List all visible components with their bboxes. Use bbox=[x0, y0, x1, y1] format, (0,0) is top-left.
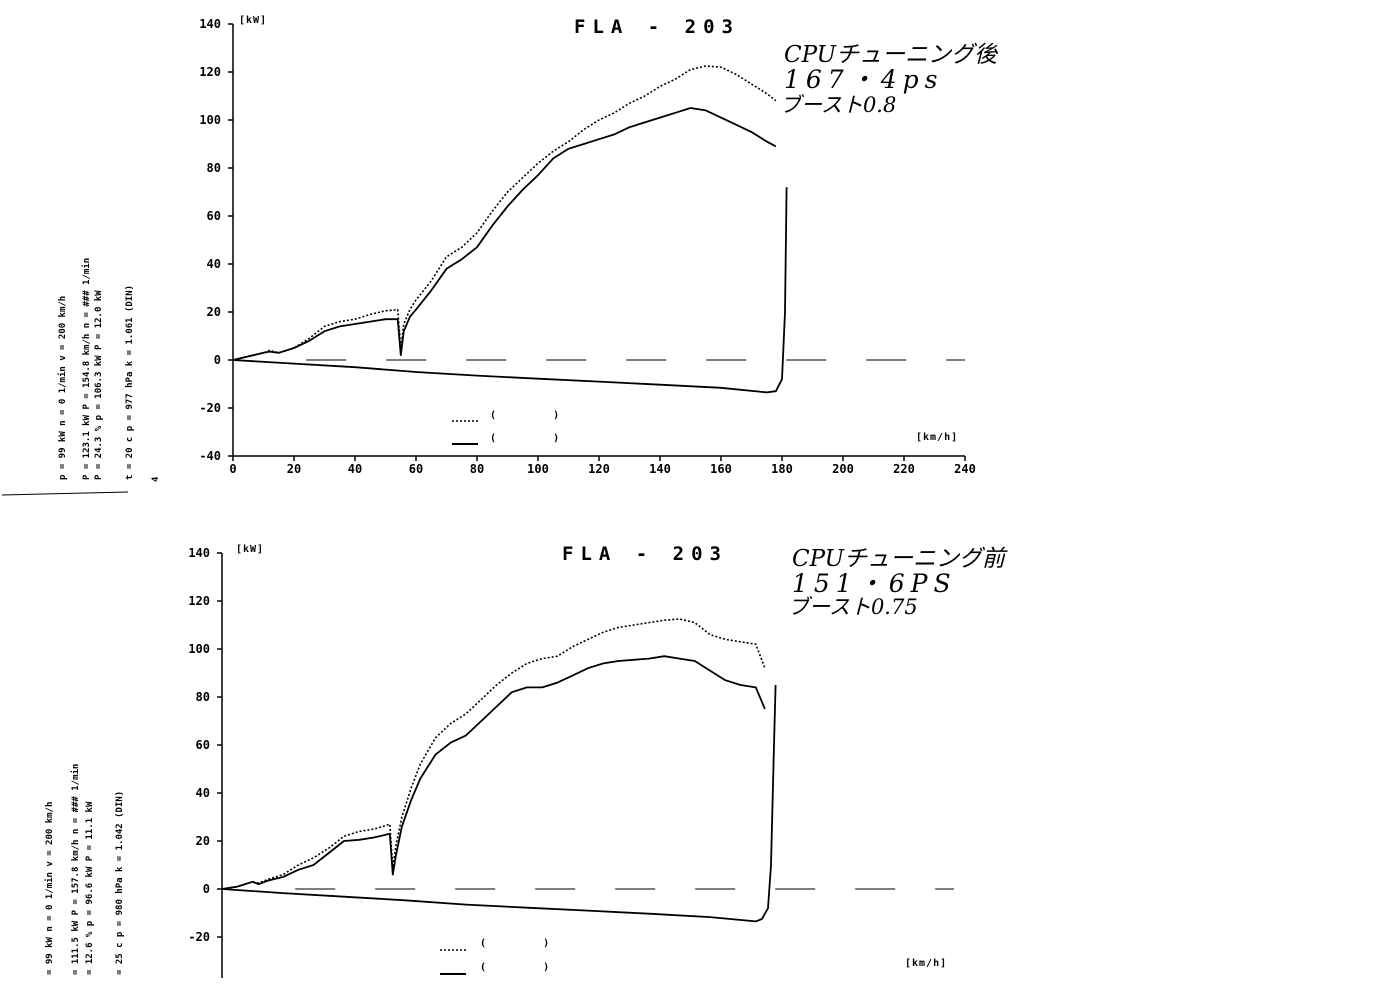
chart-2-x-unit: [km/h] bbox=[905, 958, 947, 969]
chart-2-title: FLA - 203 bbox=[562, 543, 728, 565]
chart-2-annotation-line-2: 151・6PS bbox=[792, 569, 957, 598]
chart-2-side-info: = 99 kW n = 0 1/min v = 200 km/h = 111.5… bbox=[44, 764, 125, 975]
chart-1-y-tick: 60 bbox=[207, 209, 221, 223]
chart-1-annotation-line-1: CPUチューニング後 bbox=[784, 42, 999, 68]
chart-2-side-row-4: = 25 c p = 980 hPa k = 1.042 (DIN) bbox=[115, 791, 125, 975]
chart-1-x-tick: 200 bbox=[832, 462, 854, 476]
chart-1-y-tick: -20 bbox=[199, 401, 221, 415]
chart-1-x-tick: 40 bbox=[348, 462, 362, 476]
chart-2-y-tick: 60 bbox=[196, 738, 210, 752]
chart-1-x-tick: 120 bbox=[588, 462, 610, 476]
chart-1-y-tick: 100 bbox=[199, 113, 221, 127]
chart-1-legend-label-dashed: ( ) bbox=[490, 410, 560, 421]
chart-2-series-2-solid bbox=[221, 655, 766, 890]
chart-2-y-tick: 0 bbox=[203, 882, 210, 896]
chart-1: FLA - 203 [kW] [km/h] CPUチューニング後 167・4ps… bbox=[57, 15, 999, 482]
chart-1-x-tick: 160 bbox=[710, 462, 732, 476]
chart-2: FLA - 203 [kW] [km/h] CPUチューニング前 151・6PS… bbox=[44, 543, 1008, 975]
chart-2-y-tick: -20 bbox=[188, 930, 210, 944]
chart-marks bbox=[217, 23, 966, 978]
chart-1-side-row-3: P = 24.3 % p = 106.3 kW P = 12.0 kW bbox=[94, 290, 104, 480]
chart-1-series-2-solid bbox=[232, 107, 777, 361]
chart-1-title: FLA - 203 bbox=[574, 16, 740, 38]
chart-1-legend-label-solid: ( ) bbox=[490, 433, 560, 444]
chart-2-side-row-3: = 12.6 % p = 96.6 kW P = 11.1 kW bbox=[85, 801, 95, 975]
chart-1-side-info: p = 99 kW n = 0 1/min v = 200 km/h P = 1… bbox=[57, 258, 161, 482]
chart-1-series-1-dashed bbox=[232, 65, 777, 361]
chart-2-series-1-dashed bbox=[221, 618, 766, 890]
chart-1-x-tick: 140 bbox=[649, 462, 671, 476]
chart-1-y-tick: 80 bbox=[207, 161, 221, 175]
chart-1-y-tick: 140 bbox=[199, 17, 221, 31]
chart-2-side-row-1: = 99 kW n = 0 1/min v = 200 km/h bbox=[44, 802, 55, 975]
chart-2-annotation-line-3: ブースト0.75 bbox=[788, 595, 918, 619]
chart-1-annotation-line-3: ブースト0.8 bbox=[780, 93, 896, 117]
chart-1-x-tick: 240 bbox=[954, 462, 976, 476]
chart-1-side-row-1: p = 99 kW n = 0 1/min v = 200 km/h bbox=[57, 296, 68, 480]
chart-2-legend-label-solid: ( ) bbox=[480, 962, 550, 973]
chart-1-x-unit: [km/h] bbox=[916, 432, 958, 443]
chart-1-y-tick: 40 bbox=[207, 257, 221, 271]
chart-1-y-tick: 0 bbox=[214, 353, 221, 367]
chart-2-y-unit: [kW] bbox=[236, 544, 264, 555]
chart-1-y-ticks: 140 120 100 80 60 40 20 0 -20 -40 bbox=[199, 17, 221, 463]
chart-2-y-ticks: 140 120 100 80 60 40 20 0 -20 bbox=[188, 546, 210, 944]
chart-1-y-unit: [kW] bbox=[239, 15, 267, 26]
chart-2-annotation: CPUチューニング前 151・6PS ブースト0.75 bbox=[788, 546, 1008, 619]
chart-2-y-tick: 100 bbox=[188, 642, 210, 656]
chart-1-legend: ( ) ( ) bbox=[452, 410, 560, 445]
chart-1-x-tick: 220 bbox=[893, 462, 915, 476]
chart-2-y-tick: 140 bbox=[188, 546, 210, 560]
chart-1-x-tick: 60 bbox=[409, 462, 423, 476]
chart-1-x-tick: 20 bbox=[287, 462, 301, 476]
chart-1-series-3-solid bbox=[232, 187, 788, 394]
chart-2-series-3-solid bbox=[221, 684, 777, 923]
chart-1-x-ticks: 0 20 40 60 80 100 120 140 160 180 200 22… bbox=[229, 462, 975, 476]
chart-1-x-tick: 80 bbox=[470, 462, 484, 476]
chart-1-x-tick: 180 bbox=[771, 462, 793, 476]
chart-2-y-tick: 80 bbox=[196, 690, 210, 704]
chart-2-annotation-line-1: CPUチューニング前 bbox=[792, 546, 1008, 572]
chart-1-x-tick: 0 bbox=[229, 462, 236, 476]
chart-1-y-tick: 120 bbox=[199, 65, 221, 79]
chart-2-y-tick: 120 bbox=[188, 594, 210, 608]
chart-2-side-row-2: = 111.5 kW P = 157.8 km/h n = ### 1/min bbox=[70, 764, 81, 975]
chart-1-annotation-line-2: 167・4ps bbox=[784, 65, 943, 94]
page-separator bbox=[1, 491, 129, 496]
chart-2-legend: ( ) ( ) bbox=[440, 938, 550, 975]
chart-1-side-row-2: P = 123.1 kW P = 154.8 km/h n = ### 1/mi… bbox=[81, 258, 92, 480]
chart-2-legend-label-dashed: ( ) bbox=[480, 938, 550, 949]
chart-2-y-tick: 20 bbox=[196, 834, 210, 848]
chart-2-y-tick: 40 bbox=[196, 786, 210, 800]
chart-1-side-row-4: t = 20 c p = 977 hPa k = 1.061 (DIN) bbox=[125, 285, 135, 480]
chart-1-y-tick: -40 bbox=[199, 449, 221, 463]
chart-1-x-tick: 100 bbox=[527, 462, 549, 476]
chart-1-annotation: CPUチューニング後 167・4ps ブースト0.8 bbox=[780, 42, 999, 117]
chart-1-y-tick: 20 bbox=[207, 305, 221, 319]
chart-1-side-extra: 4 bbox=[151, 476, 161, 482]
